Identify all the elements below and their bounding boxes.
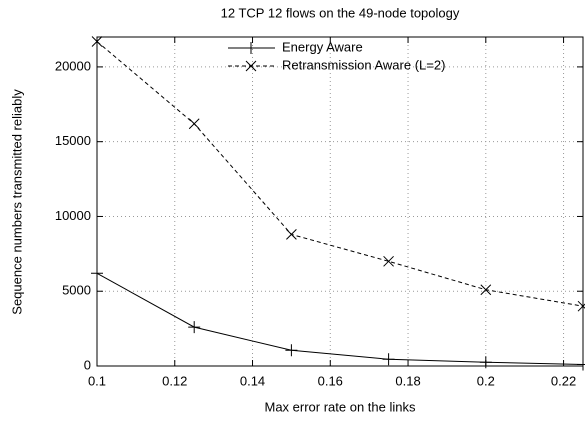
- x-tick-label: 0.16: [318, 373, 343, 388]
- marker: [91, 267, 103, 280]
- marker: [382, 353, 395, 366]
- y-tick-label: 10000: [55, 208, 91, 223]
- y-tick-label: 0: [84, 357, 91, 372]
- y-tick-label: 15000: [55, 133, 91, 148]
- marker: [91, 36, 103, 47]
- marker: [480, 284, 492, 296]
- plot-frame: [96, 36, 584, 367]
- marker: [245, 42, 257, 54]
- legend-label: Energy Aware: [282, 39, 363, 54]
- x-tick-label: 0.2: [477, 373, 495, 388]
- marker: [479, 356, 492, 369]
- marker: [188, 118, 200, 130]
- y-tick-label: 20000: [55, 58, 91, 73]
- marker: [285, 344, 298, 357]
- legend-label: Retransmission Aware (L=2): [282, 57, 445, 72]
- series-line: [96, 41, 584, 307]
- y-axis-label: Sequence numbers transmitted reliably: [9, 89, 24, 315]
- x-tick-label: 0.22: [551, 373, 576, 388]
- marker: [577, 358, 585, 371]
- chart-title: 12 TCP 12 flows on the 49-node topology: [221, 5, 460, 20]
- series-line: [96, 272, 584, 366]
- marker: [383, 255, 394, 267]
- x-tick-label: 0.1: [88, 373, 106, 388]
- x-tick-label: 0.12: [162, 373, 187, 388]
- marker: [245, 60, 257, 72]
- x-tick-label: 0.14: [240, 373, 265, 388]
- marker: [188, 321, 201, 334]
- marker: [286, 229, 297, 240]
- x-axis-label: Max error rate on the links: [264, 399, 416, 414]
- x-tick-label: 0.18: [395, 373, 420, 388]
- marker: [577, 300, 585, 312]
- y-tick-label: 5000: [62, 283, 91, 298]
